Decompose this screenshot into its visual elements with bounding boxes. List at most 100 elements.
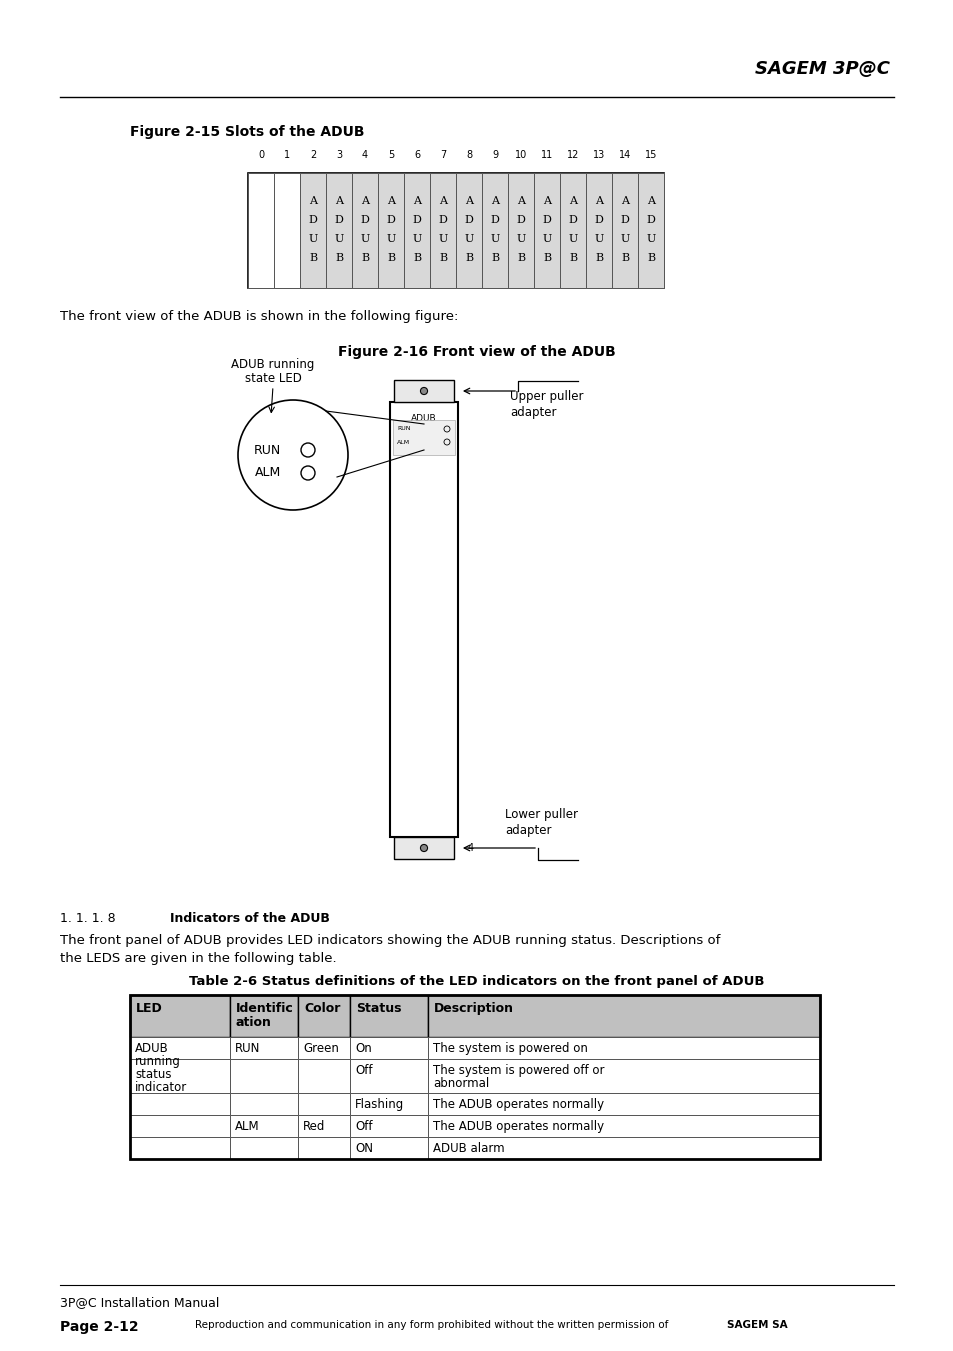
Bar: [326, 173, 352, 288]
Bar: [481, 173, 507, 288]
Text: U: U: [464, 234, 473, 245]
Text: A: A: [387, 196, 395, 205]
Text: U: U: [412, 234, 421, 245]
Bar: [394, 380, 454, 403]
Text: D: D: [490, 215, 499, 226]
Bar: [456, 173, 481, 288]
Text: ation: ation: [235, 1016, 272, 1029]
Bar: [428, 1059, 820, 1093]
Text: Reproduction and communication in any form prohibited without the written permis: Reproduction and communication in any fo…: [194, 1320, 671, 1329]
Text: Identific: Identific: [235, 1002, 294, 1015]
Text: B: B: [491, 253, 498, 263]
Text: ON: ON: [355, 1142, 373, 1155]
Text: U: U: [568, 234, 577, 245]
Bar: [428, 994, 820, 1038]
Text: Flashing: Flashing: [355, 1098, 404, 1111]
Bar: [394, 838, 454, 859]
Text: The front view of the ADUB is shown in the following figure:: The front view of the ADUB is shown in t…: [60, 309, 457, 323]
Text: RUN: RUN: [396, 427, 410, 431]
Bar: [430, 173, 456, 288]
Bar: [230, 994, 297, 1038]
Text: running: running: [135, 1055, 181, 1069]
Bar: [130, 1093, 230, 1115]
Text: U: U: [308, 234, 317, 245]
Text: 4: 4: [361, 150, 368, 159]
Bar: [230, 1093, 297, 1115]
Text: 7: 7: [439, 150, 446, 159]
Bar: [299, 173, 326, 288]
Text: D: D: [646, 215, 655, 226]
Text: ALM: ALM: [396, 439, 410, 444]
Text: Red: Red: [303, 1120, 325, 1133]
Text: LED: LED: [136, 1002, 163, 1015]
Text: D: D: [412, 215, 421, 226]
Bar: [377, 173, 403, 288]
Bar: [297, 1093, 350, 1115]
Text: The ADUB operates normally: The ADUB operates normally: [433, 1098, 603, 1111]
Bar: [297, 1138, 350, 1159]
Text: 14: 14: [618, 150, 631, 159]
Text: B: B: [335, 253, 343, 263]
Text: 5: 5: [388, 150, 394, 159]
Text: B: B: [595, 253, 602, 263]
Text: A: A: [646, 196, 655, 205]
Text: ALM: ALM: [234, 1120, 259, 1133]
Circle shape: [420, 388, 427, 394]
Bar: [297, 1059, 350, 1093]
Text: 3P@C Installation Manual: 3P@C Installation Manual: [60, 1296, 219, 1309]
Text: adapter: adapter: [504, 824, 551, 838]
Text: ADUB alarm: ADUB alarm: [433, 1142, 504, 1155]
Text: 1: 1: [284, 150, 290, 159]
Bar: [130, 994, 820, 1159]
Text: 13: 13: [592, 150, 604, 159]
Text: D: D: [308, 215, 317, 226]
Text: A: A: [542, 196, 551, 205]
Bar: [130, 1115, 230, 1138]
Bar: [230, 1115, 297, 1138]
Text: D: D: [335, 215, 343, 226]
Text: A: A: [517, 196, 524, 205]
Text: 4: 4: [468, 843, 474, 852]
Text: A: A: [464, 196, 473, 205]
Text: U: U: [360, 234, 369, 245]
Text: A: A: [595, 196, 602, 205]
Text: Figure 2-15 Slots of the ADUB: Figure 2-15 Slots of the ADUB: [130, 126, 364, 139]
Bar: [350, 1115, 428, 1138]
Text: Table 2-6 Status definitions of the LED indicators on the front panel of ADUB: Table 2-6 Status definitions of the LED …: [189, 975, 764, 988]
Text: Indicators of the ADUB: Indicators of the ADUB: [170, 912, 330, 925]
Text: The ADUB operates normally: The ADUB operates normally: [433, 1120, 603, 1133]
Text: state LED: state LED: [244, 372, 301, 385]
Bar: [403, 173, 430, 288]
Text: SAGEM 3P@C: SAGEM 3P@C: [754, 59, 889, 78]
Text: Status: Status: [355, 1002, 401, 1015]
Text: 9: 9: [492, 150, 497, 159]
Bar: [559, 173, 585, 288]
Text: U: U: [438, 234, 447, 245]
Bar: [350, 1059, 428, 1093]
Text: 2: 2: [310, 150, 315, 159]
Text: ADUB: ADUB: [135, 1042, 169, 1055]
Text: 12: 12: [566, 150, 578, 159]
Bar: [230, 1138, 297, 1159]
Text: B: B: [620, 253, 628, 263]
Text: B: B: [413, 253, 420, 263]
Text: D: D: [619, 215, 629, 226]
Text: B: B: [568, 253, 577, 263]
Text: D: D: [360, 215, 369, 226]
Text: adapter: adapter: [510, 407, 556, 419]
Bar: [130, 1038, 230, 1059]
Text: A: A: [335, 196, 343, 205]
Text: D: D: [542, 215, 551, 226]
Text: U: U: [490, 234, 499, 245]
Text: U: U: [334, 234, 343, 245]
Text: D: D: [568, 215, 577, 226]
Text: B: B: [464, 253, 473, 263]
Bar: [507, 173, 534, 288]
Bar: [352, 173, 377, 288]
Bar: [428, 1038, 820, 1059]
Bar: [350, 994, 428, 1038]
Text: A: A: [568, 196, 577, 205]
Bar: [638, 173, 663, 288]
Text: B: B: [646, 253, 655, 263]
Text: 15: 15: [644, 150, 657, 159]
